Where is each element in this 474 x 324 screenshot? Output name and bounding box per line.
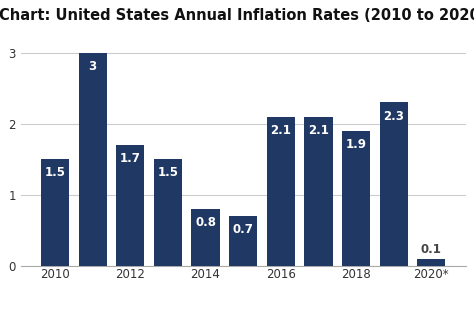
Bar	[191, 209, 219, 266]
Bar	[229, 216, 257, 266]
Title: Chart: United States Annual Inflation Rates (2010 to 2020): Chart: United States Annual Inflation Ra…	[0, 8, 474, 23]
Bar	[79, 53, 107, 266]
Text: 1.5: 1.5	[157, 166, 178, 179]
Text: 2.1: 2.1	[270, 124, 291, 137]
Text: 3: 3	[89, 60, 97, 73]
Bar	[417, 259, 446, 266]
Text: 0.7: 0.7	[233, 223, 254, 236]
Text: 0.8: 0.8	[195, 216, 216, 229]
Bar	[342, 131, 370, 266]
Bar	[304, 117, 333, 266]
Text: 2.3: 2.3	[383, 110, 404, 122]
Text: 1.9: 1.9	[346, 138, 366, 151]
Bar	[380, 102, 408, 266]
Text: 1.5: 1.5	[45, 166, 65, 179]
Bar	[267, 117, 295, 266]
Bar	[41, 159, 69, 266]
Text: 1.7: 1.7	[120, 152, 141, 165]
Text: 2.1: 2.1	[308, 124, 329, 137]
Text: 0.1: 0.1	[421, 243, 442, 256]
Bar	[154, 159, 182, 266]
Bar	[116, 145, 145, 266]
